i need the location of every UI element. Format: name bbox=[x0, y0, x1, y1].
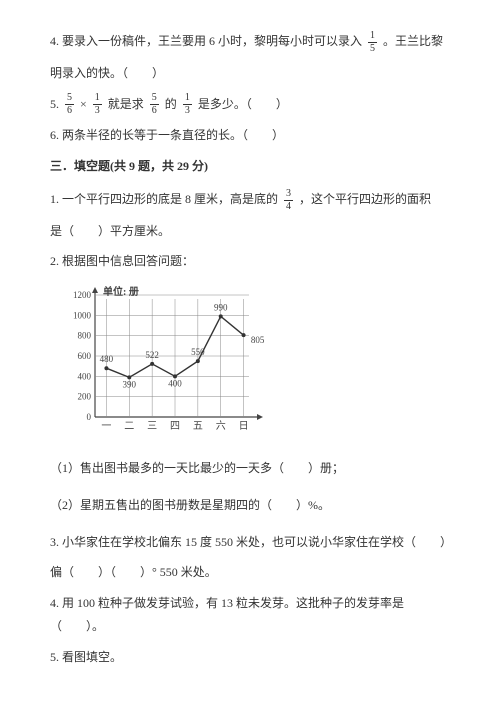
svg-text:二: 二 bbox=[124, 421, 134, 432]
s3-question-5: 5. 看图填空。 bbox=[50, 646, 450, 669]
svg-text:单位: 册: 单位: 册 bbox=[103, 285, 139, 298]
svg-text:800: 800 bbox=[78, 331, 92, 341]
book-sales-chart: 0 200 400 600 800 1000 1200 一 二 三 四 五 六 日 单位: 册 480 390 5… bbox=[60, 285, 450, 443]
svg-text:550: 550 bbox=[191, 347, 205, 357]
s3q1-text-a: 1. 一个平行四边形的底是 8 厘米，高是底的 bbox=[50, 192, 278, 206]
question-5: 5. 56 × 13 就是求 56 的 13 是多少。（ ） bbox=[50, 93, 450, 117]
chart-svg: 0 200 400 600 800 1000 1200 一 二 三 四 五 六 日 单位: 册 480 390 5… bbox=[60, 285, 265, 435]
svg-text:480: 480 bbox=[100, 354, 114, 364]
question-4-line2: 明录入的快。（ ） bbox=[50, 62, 450, 85]
s3-question-3: 3. 小华家住在学校北偏东 15 度 550 米处，也可以说小华家住在学校（ ） bbox=[50, 531, 450, 554]
s3-q2-sub1: （1）售出图书最多的一天比最少的一天多（ ）册； bbox=[50, 457, 450, 480]
svg-text:600: 600 bbox=[78, 351, 92, 361]
svg-text:805: 805 bbox=[251, 335, 265, 345]
svg-text:一: 一 bbox=[101, 421, 111, 432]
q5-text-b: × bbox=[80, 97, 87, 111]
svg-text:五: 五 bbox=[193, 421, 203, 432]
fraction-1-5: 15 bbox=[368, 31, 377, 54]
q4-text-c: 明录入的快。（ ） bbox=[50, 66, 164, 80]
q5-text-e: 是多少。（ ） bbox=[198, 97, 288, 111]
q6-text: 6. 两条半径的长等于一条直径的长。（ ） bbox=[50, 128, 284, 142]
svg-text:1200: 1200 bbox=[73, 290, 92, 300]
q5-text-a: 5. bbox=[50, 97, 59, 111]
svg-text:400: 400 bbox=[78, 372, 92, 382]
svg-text:522: 522 bbox=[145, 350, 159, 360]
q5-text-c: 就是求 bbox=[108, 97, 144, 111]
svg-text:三: 三 bbox=[147, 421, 157, 432]
svg-text:200: 200 bbox=[78, 392, 92, 402]
fraction-5-6-b: 56 bbox=[150, 93, 159, 116]
fraction-1-3-a: 13 bbox=[93, 93, 102, 116]
question-6: 6. 两条半径的长等于一条直径的长。（ ） bbox=[50, 124, 450, 147]
s3-question-4: 4. 用 100 粒种子做发芽试验，有 13 粒未发芽。这批种子的发芽率是（ ）… bbox=[50, 592, 450, 638]
svg-text:1000: 1000 bbox=[73, 311, 92, 321]
s3q1-text-c: 是（ ）平方厘米。 bbox=[50, 224, 170, 238]
s3q3-text-a: 3. 小华家住在学校北偏东 15 度 550 米处，也可以说小华家住在学校（ ） bbox=[50, 535, 452, 549]
svg-text:0: 0 bbox=[87, 412, 92, 422]
section-3-title: 三．填空题(共 9 题，共 29 分) bbox=[50, 155, 450, 178]
s3-question-2: 2. 根据图中信息回答问题： bbox=[50, 250, 450, 273]
svg-text:390: 390 bbox=[123, 380, 137, 390]
q4-text-a: 4. 要录入一份稿件，王兰要用 6 小时，黎明每小时可以录入 bbox=[50, 34, 362, 48]
s3-q2-sub2: （2）星期五售出的图书册数是星期四的（ ）%。 bbox=[50, 494, 450, 517]
question-4: 4. 要录入一份稿件，王兰要用 6 小时，黎明每小时可以录入 15 。王兰比黎 bbox=[50, 30, 450, 54]
q4-text-b: 。王兰比黎 bbox=[383, 34, 443, 48]
s3-question-3-line2: 偏（ ）（ ）° 550 米处。 bbox=[50, 561, 450, 584]
svg-text:990: 990 bbox=[214, 303, 228, 313]
q5-text-d: 的 bbox=[165, 97, 177, 111]
s3q3-text-b: 偏（ ）（ ）° 550 米处。 bbox=[50, 565, 217, 579]
svg-text:400: 400 bbox=[168, 379, 182, 389]
fraction-5-6-a: 56 bbox=[65, 93, 74, 116]
s3-question-1: 1. 一个平行四边形的底是 8 厘米，高是底的 34 ，这个平行四边形的面积 bbox=[50, 188, 450, 212]
s3-question-1-line2: 是（ ）平方厘米。 bbox=[50, 220, 450, 243]
fraction-3-4: 34 bbox=[284, 189, 293, 212]
svg-text:六: 六 bbox=[216, 420, 226, 432]
svg-text:日: 日 bbox=[239, 421, 249, 432]
svg-text:四: 四 bbox=[170, 421, 180, 432]
fraction-1-3-b: 13 bbox=[183, 93, 192, 116]
s3q1-text-b: ，这个平行四边形的面积 bbox=[299, 192, 431, 206]
